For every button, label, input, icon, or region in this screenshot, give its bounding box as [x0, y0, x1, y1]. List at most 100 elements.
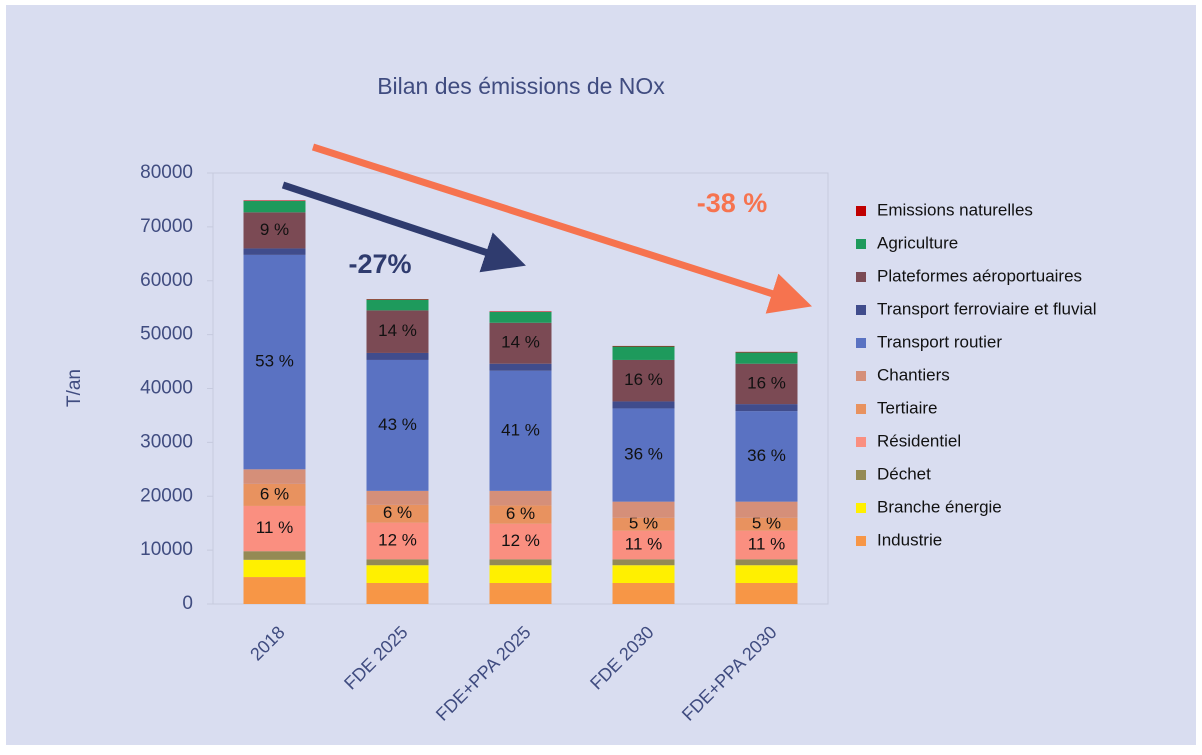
bar-segment — [243, 551, 306, 560]
legend-swatch — [856, 470, 866, 480]
legend-label: Chantiers — [877, 365, 950, 384]
legend-label: Agriculture — [877, 233, 958, 252]
arrow — [281, 181, 526, 273]
data-label: 5 % — [752, 514, 781, 533]
data-label: 12 % — [378, 530, 417, 549]
bar-segment — [735, 411, 798, 502]
legend-swatch — [856, 404, 866, 414]
bar-segment — [735, 582, 798, 604]
bar-segment — [243, 483, 306, 506]
legend-swatch — [856, 206, 866, 216]
y-tick-label: 60000 — [140, 270, 193, 291]
annotation: -27% — [348, 249, 411, 279]
data-label: 6 % — [260, 484, 289, 503]
legend-label: Branche énergie — [877, 497, 1002, 516]
bar-segment — [366, 352, 429, 360]
bar-segment — [612, 401, 675, 409]
bar-segment — [243, 212, 306, 249]
legend-swatch — [856, 371, 866, 381]
bar-segment — [735, 530, 798, 560]
legend-swatch — [856, 338, 866, 348]
bar-segment — [612, 530, 675, 560]
legend-label: Résidentiel — [877, 431, 961, 450]
bar-segment — [735, 517, 798, 531]
bar-segment — [243, 254, 306, 470]
bar-segment — [612, 359, 675, 402]
bar-segment — [489, 370, 552, 491]
bar-segment — [612, 582, 675, 604]
bar-segment — [243, 248, 306, 255]
bar-segment — [489, 490, 552, 506]
bar-segment — [489, 311, 552, 323]
bar-segment — [735, 363, 798, 405]
bar-segment — [366, 359, 429, 491]
background — [6, 5, 1196, 745]
data-label: 16 % — [747, 373, 786, 392]
y-tick-label: 50000 — [140, 324, 193, 345]
bar-segment — [489, 505, 552, 524]
data-label: 36 % — [624, 445, 663, 464]
data-label: 9 % — [260, 220, 289, 239]
data-label: 53 % — [255, 352, 294, 371]
y-tick-label: 30000 — [140, 431, 193, 452]
bar-segment — [243, 469, 306, 484]
data-label: 43 % — [378, 415, 417, 434]
data-label: 36 % — [747, 446, 786, 465]
y-tick-label: 20000 — [140, 485, 193, 506]
bar-segment — [735, 559, 798, 566]
bar-segment — [489, 565, 552, 583]
y-tick-label: 40000 — [140, 378, 193, 399]
data-label: 16 % — [624, 370, 663, 389]
bar-segment — [366, 582, 429, 604]
data-label: 11 % — [625, 534, 663, 553]
bar-segment — [243, 505, 306, 552]
data-label: 6 % — [506, 504, 535, 523]
bar-segment — [243, 201, 306, 213]
bar-segment — [612, 501, 675, 518]
annotation: -38 % — [697, 188, 768, 218]
legend-swatch — [856, 437, 866, 447]
bar-segment — [366, 522, 429, 560]
legend-swatch — [856, 239, 866, 249]
data-label: 41 % — [501, 420, 540, 439]
legend-swatch — [856, 272, 866, 282]
bar-segment — [489, 523, 552, 560]
bar-segment — [489, 311, 552, 312]
bar-segment — [366, 559, 429, 566]
bar-segment — [612, 346, 675, 360]
legend-label: Déchet — [877, 464, 931, 483]
data-label: 12 % — [501, 531, 540, 550]
bar-segment — [366, 565, 429, 583]
bar-segment — [612, 559, 675, 566]
y-tick-label: 80000 — [140, 162, 193, 183]
chart-title: Bilan des émissions de NOx — [377, 73, 665, 99]
data-label: 11 % — [256, 518, 294, 537]
bar-segment — [366, 504, 429, 523]
data-label: 6 % — [383, 503, 412, 522]
bar-segment — [735, 565, 798, 583]
data-label: 14 % — [378, 321, 417, 340]
bar-segment — [366, 299, 429, 300]
y-tick-label: 70000 — [140, 216, 193, 237]
legend-label: Plateformes aéroportuaires — [877, 266, 1082, 285]
y-tick-label: 10000 — [140, 539, 193, 560]
bar-segment — [612, 517, 675, 531]
bar-segment — [243, 200, 306, 202]
data-label: 5 % — [629, 514, 658, 533]
y-tick-label: 0 — [182, 593, 193, 614]
legend-swatch — [856, 503, 866, 513]
bar-segment — [243, 559, 306, 578]
bar-segment — [735, 404, 798, 412]
bar-segment — [366, 490, 429, 505]
bar-segment — [489, 322, 552, 364]
bar-segment — [489, 559, 552, 566]
legend-label: Transport routier — [877, 332, 1002, 351]
bar-segment — [735, 352, 798, 364]
bar-segment — [612, 565, 675, 583]
bar-segment — [612, 408, 675, 502]
legend-label: Emissions naturelles — [877, 200, 1033, 219]
bar-segment — [612, 345, 675, 347]
bar-segment — [735, 351, 798, 353]
arrow — [311, 143, 813, 314]
